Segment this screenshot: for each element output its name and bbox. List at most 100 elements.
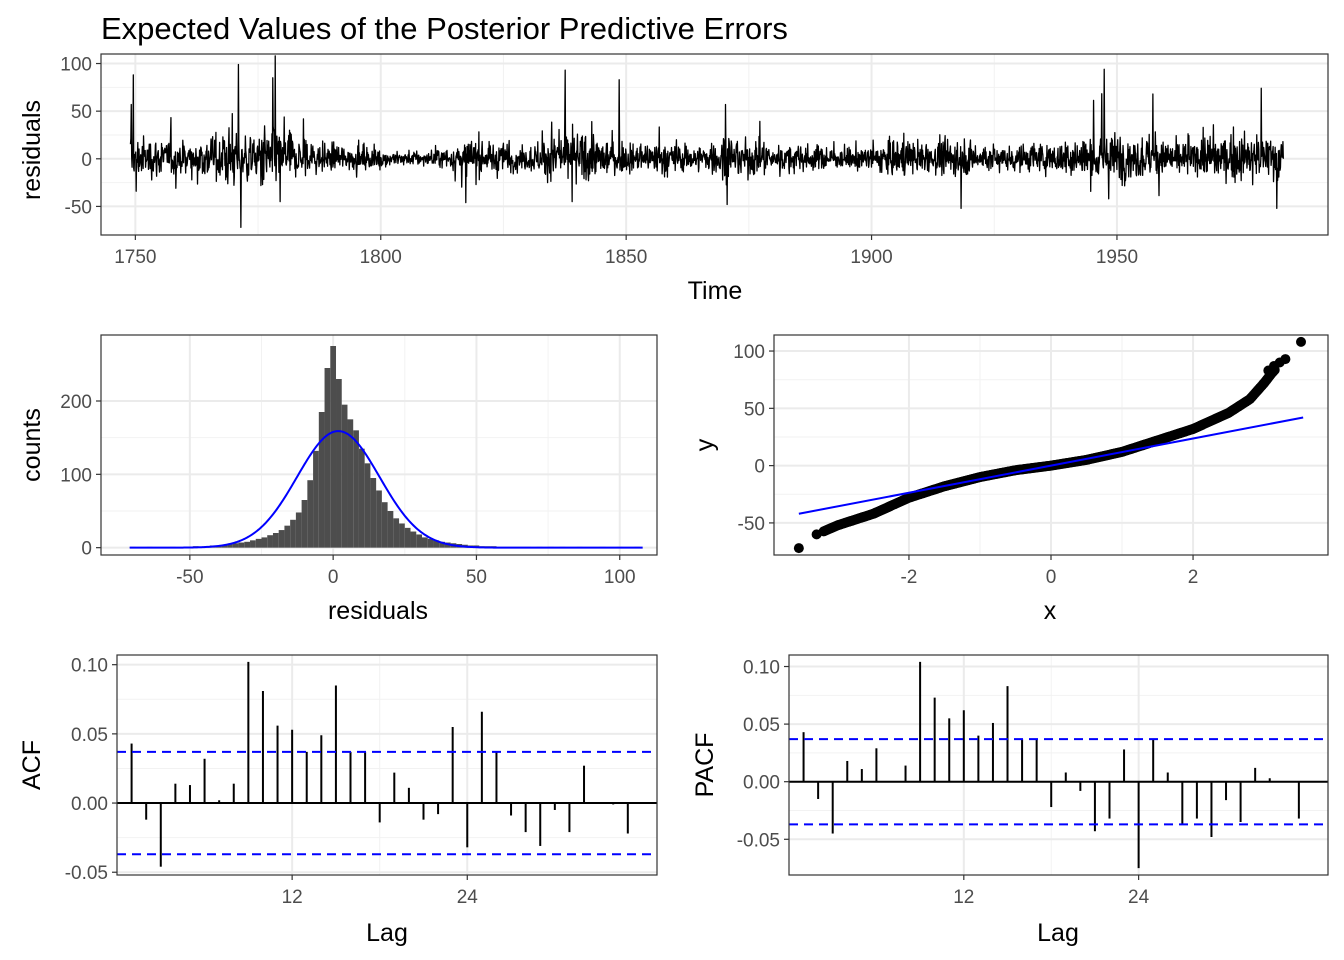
acf-ytick-label: 0.10: [71, 656, 108, 677]
histogram-bar: [353, 430, 359, 548]
histogram-bar: [399, 523, 405, 548]
qq-point: [1280, 354, 1291, 365]
ts-xtick-label: 1900: [850, 247, 892, 268]
qq-xtick-label: -2: [900, 567, 917, 588]
qq-xtick-label: 2: [1188, 567, 1199, 588]
acf-panel: 12 24 -0.05 0.00 0.05 0.10: [65, 654, 658, 908]
ts-xtick-label: 1750: [114, 247, 156, 268]
histogram-bar: [301, 500, 308, 548]
hist-panel-border: [100, 334, 658, 556]
ts-xtick-label: 1850: [605, 247, 647, 268]
hist-xtick-label: 50: [466, 567, 487, 588]
histogram-bar: [393, 518, 400, 548]
ts-panel-border: [100, 53, 1329, 236]
histogram-bar: [307, 480, 314, 548]
histogram-bar: [416, 534, 422, 548]
histogram-bar: [295, 512, 302, 548]
histogram-bar: [364, 463, 371, 548]
histogram-bar: [272, 533, 279, 548]
pacf-y-label: PACF: [691, 733, 719, 798]
acf-panel-border: [116, 654, 658, 876]
figure-title: Expected Values of the Posterior Predict…: [101, 11, 788, 46]
hist-xtick-label: -50: [176, 567, 203, 588]
histogram-bar: [238, 542, 245, 548]
histogram-bar: [358, 448, 365, 548]
ts-ytick-label: -50: [65, 197, 92, 218]
qq-plot-panel: -2 0 2 -50 0 50 100: [733, 334, 1329, 588]
pacf-ytick-label: -0.05: [737, 830, 780, 851]
histogram-bar: [376, 490, 382, 548]
histogram-bar: [410, 531, 417, 548]
hist-x-label: residuals: [328, 597, 428, 625]
qq-x-label: x: [1044, 597, 1057, 625]
histogram-bar: [330, 346, 337, 548]
histogram-panel: -50 0 50 100 0 100 200: [60, 334, 658, 588]
pacf-ytick-label: 0.10: [743, 658, 780, 679]
ts-x-label: Time: [688, 277, 743, 305]
pacf-xtick-label: 24: [1128, 887, 1150, 908]
pacf-x-label: Lag: [1037, 919, 1079, 947]
time-series-panel: 1750 1800 1850 1900 1950 -50 0 50 100: [60, 53, 1329, 268]
ts-y-label: residuals: [18, 100, 46, 200]
histogram-bar: [284, 525, 291, 548]
histogram-bar: [347, 419, 354, 548]
residual-series-line: [129, 55, 1284, 229]
acf-xtick-label: 24: [457, 887, 479, 908]
pacf-ytick-label: 0.05: [743, 715, 780, 736]
hist-xtick-label: 100: [604, 567, 636, 588]
normal-density-curve: [129, 430, 643, 549]
acf-ytick-label: 0.00: [71, 794, 108, 815]
qq-ytick-label: 100: [733, 342, 765, 363]
qq-point: [811, 529, 822, 540]
histogram-bar: [313, 450, 319, 548]
histogram-bar: [433, 540, 440, 548]
acf-x-label: Lag: [366, 919, 408, 947]
histogram-bar: [290, 519, 296, 548]
histogram-bar: [267, 535, 273, 548]
acf-xtick-label: 12: [282, 887, 303, 908]
histogram-bar: [404, 527, 411, 548]
ts-ytick-label: 100: [60, 55, 92, 76]
hist-ytick-label: 100: [60, 465, 92, 486]
histogram-bar: [341, 404, 348, 548]
histogram-bar: [221, 544, 228, 548]
histogram-bar: [336, 379, 342, 548]
histogram-bar: [427, 538, 434, 548]
qq-ytick-label: 0: [754, 457, 765, 478]
histogram-bar: [261, 537, 268, 548]
histogram-bar: [244, 541, 251, 548]
histogram-bar: [324, 368, 331, 548]
qq-y-label: y: [691, 438, 719, 451]
ts-xtick-label: 1800: [360, 247, 402, 268]
acf-ytick-label: -0.05: [65, 863, 108, 884]
qq-point: [1296, 336, 1307, 347]
histogram-bar: [232, 543, 239, 548]
histogram-bar: [250, 540, 256, 548]
histogram-bar: [381, 502, 388, 548]
qq-reference-line: [798, 416, 1304, 515]
histogram-bar: [421, 537, 428, 548]
hist-ytick-label: 0: [81, 539, 92, 560]
acf-y-label: ACF: [18, 740, 46, 790]
hist-ytick-label: 200: [60, 392, 92, 413]
ts-ytick-label: 0: [81, 150, 92, 171]
ts-ytick-label: 50: [71, 102, 92, 123]
acf-ytick-label: 0.05: [71, 725, 108, 746]
hist-xtick-label: 0: [328, 567, 339, 588]
histogram-bar: [255, 538, 262, 548]
histogram-bar: [318, 412, 325, 548]
qq-ytick-label: 50: [744, 399, 765, 420]
qq-xtick-label: 0: [1046, 567, 1057, 588]
qq-panel-border: [773, 334, 1329, 556]
qq-ytick-label: -50: [738, 514, 765, 535]
histogram-bar: [227, 544, 233, 548]
qq-point: [793, 543, 804, 554]
pacf-panel-border: [788, 654, 1329, 876]
hist-y-label: counts: [18, 408, 46, 482]
ts-xtick-label: 1950: [1096, 247, 1138, 268]
histogram-bar: [387, 511, 394, 548]
pacf-ytick-label: 0.00: [743, 773, 780, 794]
pacf-xtick-label: 12: [953, 887, 974, 908]
histogram-bar: [439, 541, 445, 548]
